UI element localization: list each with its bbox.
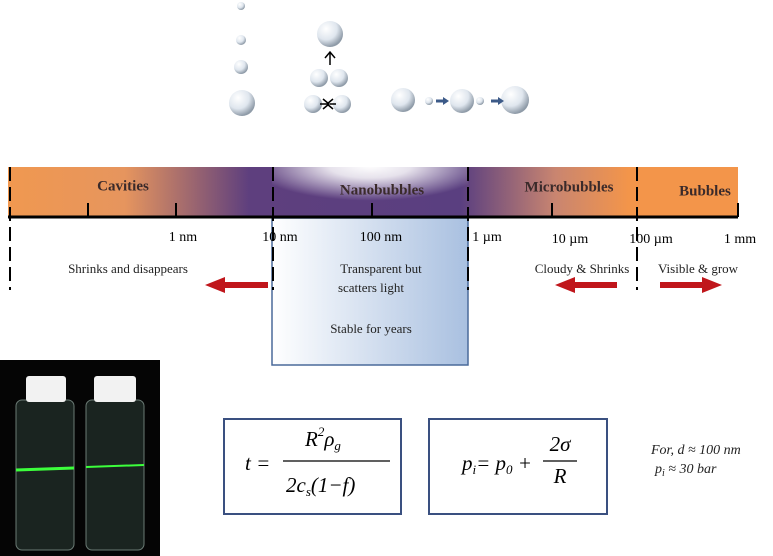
note: For, d ≈ 100 nm <box>650 443 741 458</box>
scale-label: 1 µm <box>472 230 502 245</box>
scale-label: 1 mm <box>724 232 756 247</box>
behavior: scatters light <box>338 280 404 295</box>
formula-lhs: pi= p0 + <box>460 451 532 477</box>
formula-box <box>223 418 402 515</box>
arrows <box>205 277 722 293</box>
vials-photo <box>0 360 160 556</box>
region-label: Microbubbles <box>525 179 614 195</box>
behavior: Cloudy & Shrinks <box>535 261 630 276</box>
axis <box>8 167 739 290</box>
region-label: Cavities <box>97 178 149 194</box>
glow <box>272 160 468 218</box>
scale-label: 1 nm <box>169 230 198 245</box>
behavior: Stable for years <box>330 321 412 336</box>
region-label: Bubbles <box>679 183 731 199</box>
bubbles-illustration <box>229 2 529 116</box>
behavior: Visible & grow <box>658 261 739 276</box>
formula-num: R2ρg <box>304 424 341 453</box>
behavior: Shrinks and disappears <box>68 261 188 276</box>
formula-num: 2σ <box>550 432 573 456</box>
region-label: Nanobubbles <box>340 182 424 198</box>
formula-lhs: t = <box>245 451 270 475</box>
formula-box <box>428 418 608 515</box>
behavior: Transparent but <box>340 261 422 276</box>
nano-box <box>271 217 469 366</box>
scale-label: 100 nm <box>360 230 403 245</box>
formula-den: R <box>553 464 567 488</box>
scale-label: 10 nm <box>262 230 298 245</box>
scale-label: 10 µm <box>552 232 589 247</box>
note: pi ≈ 30 bar <box>654 462 717 479</box>
formula-den: 2cs(1−f) <box>286 473 355 499</box>
scale-label: 100 µm <box>629 232 673 247</box>
